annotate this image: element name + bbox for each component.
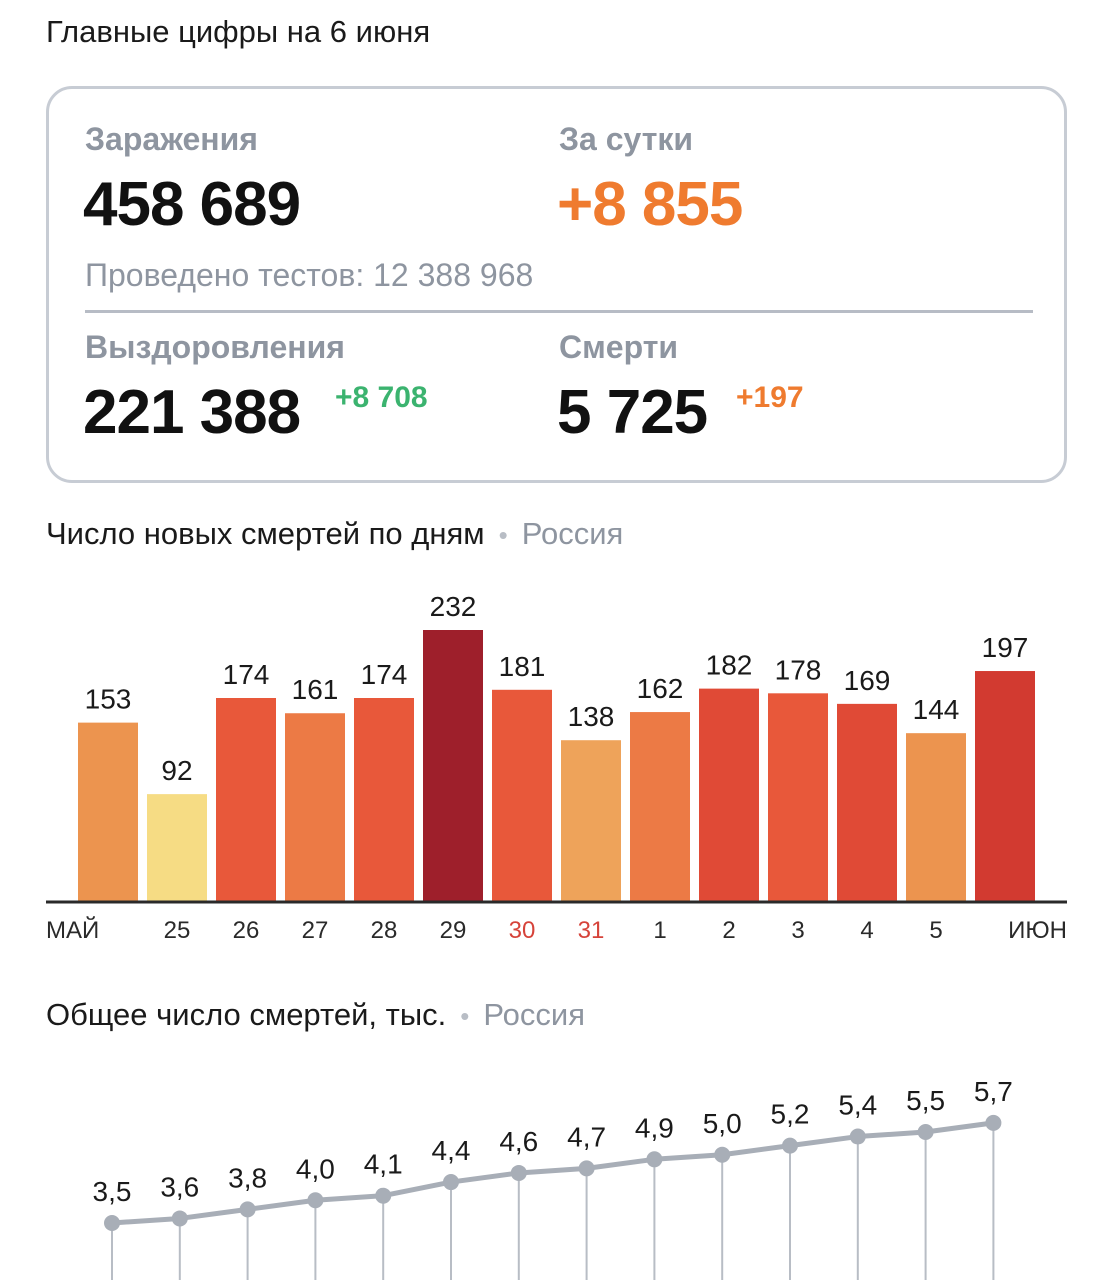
x-tick-label: 25	[164, 917, 191, 944]
recoveries-delta: +8 708	[335, 381, 428, 414]
bar-value-label: 232	[430, 591, 477, 622]
line-value-label: 3,5	[93, 1176, 132, 1207]
line-point[interactable]	[782, 1137, 798, 1154]
total-chart-title: Общее число смертей, тыс.	[46, 997, 447, 1032]
bar-25[interactable]	[147, 794, 207, 902]
line-point[interactable]	[578, 1160, 595, 1177]
infections-value: 458 689	[83, 170, 301, 239]
line-point[interactable]	[646, 1151, 663, 1168]
daily-value: +8 855	[557, 170, 743, 239]
total-chart-region[interactable]: Россия	[483, 997, 585, 1032]
x-tick-label: 26	[233, 917, 260, 944]
deaths-delta: +197	[736, 381, 804, 414]
daily-chart-heading: Число новых смертей по дням • Россия	[46, 516, 623, 552]
bar-value-label: 162	[637, 673, 684, 704]
bar-24[interactable]	[78, 722, 138, 902]
bar-value-label: 169	[844, 665, 891, 696]
deaths-label: Смерти	[559, 329, 679, 365]
recoveries-value: 221 388	[83, 378, 301, 447]
page-title: Главные цифры на 6 июня	[46, 14, 431, 49]
bar-value-label: 182	[706, 650, 753, 681]
line-value-label: 5,5	[906, 1085, 945, 1116]
recoveries-label: Выздоровления	[85, 329, 345, 365]
x-tick-label: 3	[791, 917, 804, 944]
x-tick-label: 30	[509, 917, 536, 944]
tests-count: Проведено тестов: 12 388 968	[85, 257, 534, 293]
x-tick-label: 28	[371, 917, 398, 944]
bar-value-label: 92	[161, 755, 192, 786]
line-value-label: 4,4	[432, 1135, 471, 1166]
line-value-label: 5,2	[771, 1099, 810, 1130]
line-value-label: 5,0	[703, 1108, 742, 1139]
line-value-label: 4,0	[296, 1153, 335, 1184]
bar-value-label: 178	[775, 654, 822, 685]
x-tick-label: 27	[302, 917, 329, 944]
line-value-label: 5,4	[838, 1090, 877, 1121]
line-value-label: 4,1	[364, 1149, 403, 1180]
line-point[interactable]	[239, 1201, 256, 1218]
bar-value-label: 144	[913, 694, 960, 725]
line-point[interactable]	[171, 1210, 188, 1227]
x-tick-label: 1	[653, 917, 666, 944]
bar-4[interactable]	[837, 703, 897, 902]
bar-2[interactable]	[699, 688, 759, 902]
line-point[interactable]	[104, 1215, 120, 1231]
x-tick-label: 5	[929, 917, 942, 944]
line-value-label: 4,9	[635, 1112, 674, 1143]
line-point[interactable]	[714, 1146, 731, 1163]
card-divider	[85, 310, 1033, 313]
separator-dot: •	[498, 520, 508, 551]
x-tick-label: ИЮН	[1008, 917, 1067, 944]
x-tick-label: 4	[860, 917, 873, 944]
x-tick-label: 31	[578, 917, 605, 944]
bar-value-label: 174	[223, 659, 270, 690]
bar-3[interactable]	[768, 693, 828, 902]
line-value-label: 5,7	[974, 1076, 1013, 1107]
bar-value-label: 197	[982, 632, 1029, 663]
x-tick-label: МАЙ	[46, 916, 99, 944]
line-value-label: 3,6	[160, 1171, 199, 1202]
bar-value-label: 174	[361, 659, 408, 690]
line-value-label: 4,7	[567, 1121, 606, 1152]
separator-dot: •	[460, 1001, 470, 1032]
daily-label: За сутки	[559, 121, 694, 157]
line-point[interactable]	[917, 1124, 934, 1140]
bar-31[interactable]	[561, 740, 621, 902]
bar-5[interactable]	[906, 733, 966, 902]
bar-27[interactable]	[285, 713, 345, 902]
line-value-label: 4,6	[499, 1126, 538, 1157]
deaths-value: 5 725	[557, 378, 708, 447]
x-tick-label: 2	[722, 917, 735, 944]
total-deaths-line	[111, 1120, 994, 1226]
line-point[interactable]	[849, 1128, 866, 1145]
bar-29[interactable]	[423, 630, 483, 902]
bar-1[interactable]	[630, 712, 690, 902]
line-point[interactable]	[375, 1187, 392, 1204]
line-point[interactable]	[985, 1114, 1002, 1131]
infections-label: Заражения	[85, 121, 258, 157]
total-chart-heading: Общее число смертей, тыс. • Россия	[46, 997, 585, 1033]
x-tick-label: 29	[440, 917, 467, 944]
line-point[interactable]	[307, 1192, 324, 1209]
bar-26[interactable]	[216, 698, 276, 902]
bar-value-label: 161	[292, 674, 339, 705]
bar-value-label: 153	[85, 684, 132, 715]
stats-card: Заражения 458 689 За сутки +8 855 Провед…	[46, 86, 1067, 483]
total-deaths-line-chart: 3,5 3,6 3,8 4,0 4,1 4,4 4,6 4,7 4,9 5,0 5,2 5,4 5,5 5…	[93, 1076, 1013, 1280]
daily-chart-region[interactable]: Россия	[521, 516, 624, 551]
line-point[interactable]	[510, 1164, 527, 1181]
bar-30[interactable]	[492, 689, 552, 902]
bar-value-label: 138	[568, 701, 615, 732]
line-value-label: 3,8	[228, 1162, 267, 1193]
line-point[interactable]	[443, 1174, 459, 1191]
bar-value-label: 181	[499, 651, 546, 682]
bar-6[interactable]	[975, 671, 1035, 902]
bar-28[interactable]	[354, 698, 414, 902]
daily-chart-title: Число новых смертей по дням	[46, 516, 485, 551]
